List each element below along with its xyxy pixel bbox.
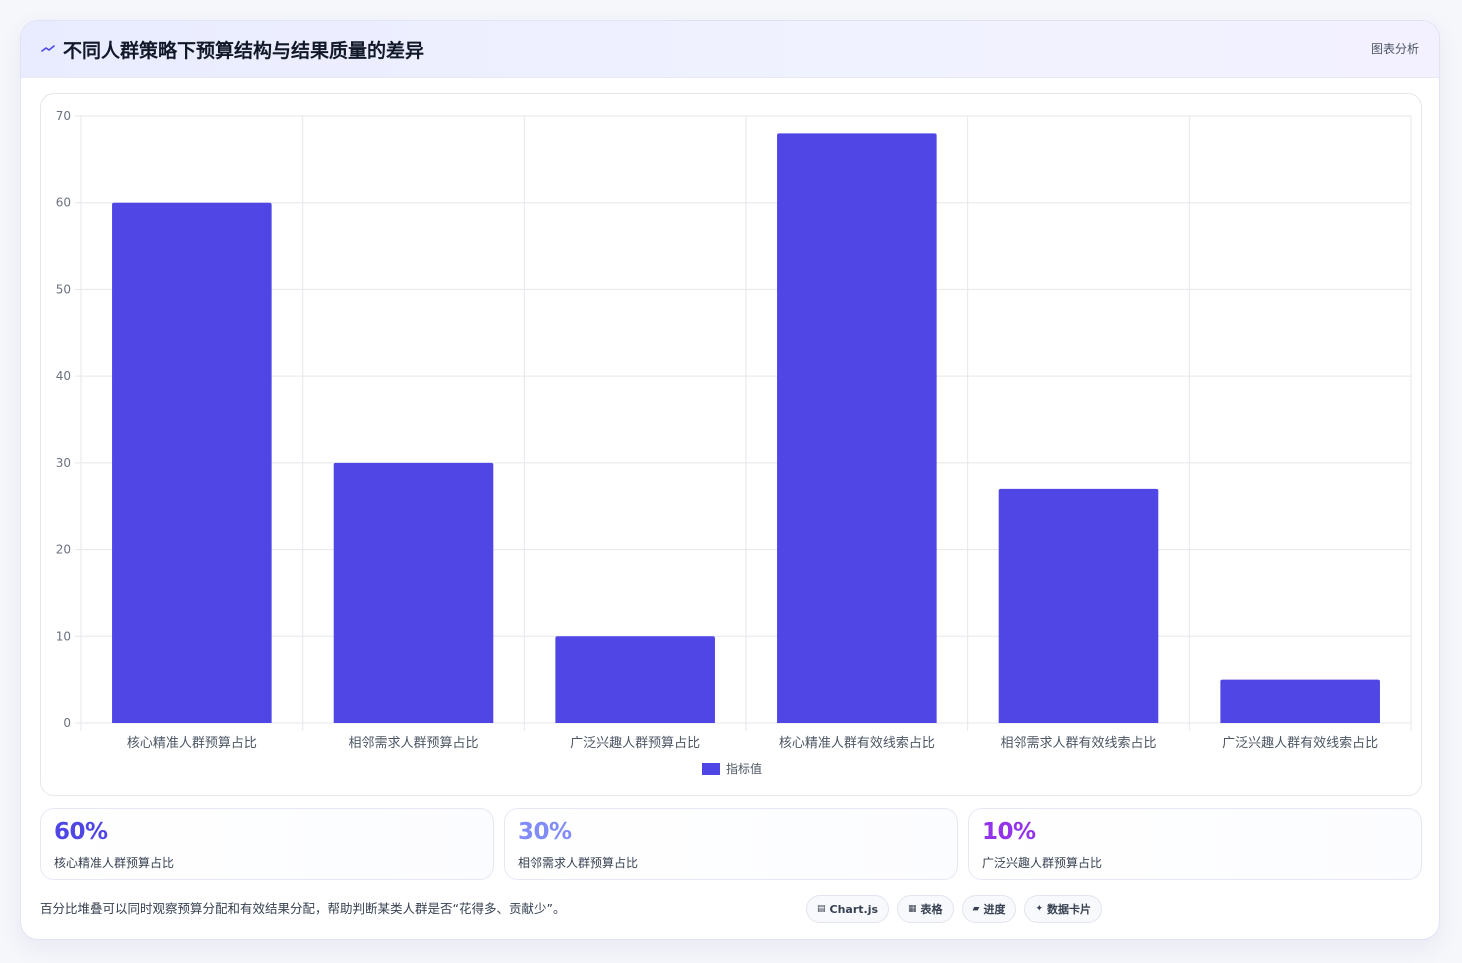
x-tick-label: 广泛兴趣人群有效线索占比 [1222, 736, 1378, 751]
header-tag: 图表分析 [1370, 42, 1419, 56]
sparkle-icon: ✦ [1035, 904, 1044, 914]
legend-label: 指标值 [726, 761, 762, 776]
stat-label: 核心精准人群预算占比 [54, 856, 175, 870]
pill-label: 进度 [983, 903, 1006, 916]
y-tick-label: 50 [56, 282, 71, 296]
y-tick-label: 30 [56, 456, 71, 470]
pill-chartjs[interactable]: ▤ Chart.js [806, 895, 890, 923]
bar [333, 462, 494, 723]
chart-icon: ▤ [817, 904, 826, 914]
bar [998, 488, 1159, 723]
bar [112, 202, 272, 723]
x-tick-label: 广泛兴趣人群预算占比 [570, 736, 700, 751]
card-header: 不同人群策略下预算结构与结果质量的差异 图表分析 [21, 21, 1439, 78]
table-icon: ▦ [908, 904, 917, 914]
pill-progress[interactable]: ▰ 进度 [961, 895, 1017, 923]
bar [555, 636, 715, 723]
y-tick-label: 70 [56, 109, 71, 123]
plot-panel: 0 10 20 30 40 50 60 70 核心精准人群预算占比 相邻需求人群预算占比 广泛兴趣人… [40, 93, 1422, 796]
y-tick-label: 60 [56, 196, 71, 210]
stat-label: 广泛兴趣人群预算占比 [982, 856, 1103, 870]
stat-value: 30% [518, 819, 572, 845]
y-tick-label: 10 [56, 629, 71, 643]
footnote: 百分比堆叠可以同时观察预算分配和有效结果分配，帮助判断某类人群是否“花得多、贡献… [40, 901, 566, 916]
bar [1220, 679, 1380, 723]
pill-table[interactable]: ▦ 表格 [897, 895, 954, 923]
pill-data-card[interactable]: ✦ 数据卡片 [1024, 895, 1103, 923]
legend-swatch [702, 763, 720, 775]
chart-card: 不同人群策略下预算结构与结果质量的差异 图表分析 0 10 20 30 40 50 60 70… [20, 20, 1440, 940]
stat-card-2: 10% 广泛兴趣人群预算占比 [968, 808, 1422, 880]
x-tick-label: 相邻需求人群预算占比 [348, 736, 478, 751]
stat-value: 10% [982, 819, 1036, 845]
pill-label: Chart.js [829, 902, 879, 916]
bar [777, 133, 937, 723]
stat-label: 相邻需求人群预算占比 [518, 856, 639, 870]
x-tick-label: 核心精准人群有效线索占比 [779, 736, 935, 751]
y-tick-label: 40 [56, 369, 71, 383]
y-tick-label: 0 [63, 716, 71, 730]
page-title: 不同人群策略下预算结构与结果质量的差异 [63, 39, 425, 62]
x-tick-label: 核心精准人群预算占比 [127, 736, 257, 751]
pill-label: 表格 [920, 903, 943, 916]
stat-value: 60% [54, 819, 108, 845]
x-tick-label: 相邻需求人群有效线索占比 [1000, 736, 1156, 751]
feature-pills: ▤ Chart.js ▦ 表格 ▰ 进度 ✦ 数据卡片 [806, 895, 1103, 923]
trend-line-icon [41, 42, 55, 56]
y-tick-label: 20 [56, 543, 71, 557]
progress-icon: ▰ [972, 904, 980, 914]
stat-card-0: 60% 核心精准人群预算占比 [40, 808, 494, 880]
stat-card-1: 30% 相邻需求人群预算占比 [504, 808, 958, 880]
bar-chart: 0 10 20 30 40 50 60 70 核心精准人群预算占比 相邻需求人群预算占比 广泛兴趣人… [56, 109, 1412, 776]
pill-label: 数据卡片 [1047, 903, 1092, 916]
